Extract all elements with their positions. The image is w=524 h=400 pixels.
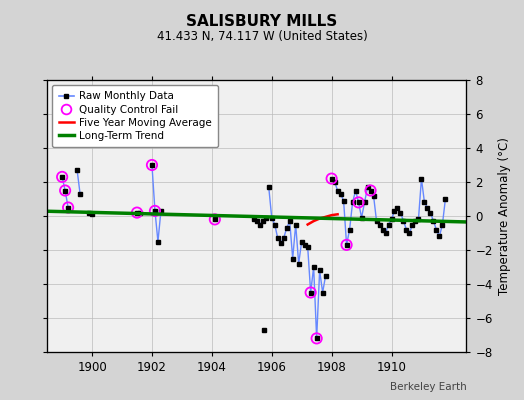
Text: SALISBURY MILLS: SALISBURY MILLS <box>187 14 337 29</box>
Legend: Raw Monthly Data, Quality Control Fail, Five Year Moving Average, Long-Term Tren: Raw Monthly Data, Quality Control Fail, … <box>52 85 219 147</box>
Text: Berkeley Earth: Berkeley Earth <box>390 382 466 392</box>
Point <box>151 208 159 214</box>
Point <box>342 242 351 248</box>
Point <box>64 204 72 211</box>
Point <box>133 210 141 216</box>
Point <box>211 216 219 222</box>
Point <box>307 289 315 296</box>
Point <box>366 187 375 194</box>
Point <box>328 175 336 182</box>
Point <box>58 174 67 180</box>
Point <box>148 162 156 168</box>
Point <box>312 335 321 342</box>
Y-axis label: Temperature Anomaly (°C): Temperature Anomaly (°C) <box>498 137 511 295</box>
Text: 41.433 N, 74.117 W (United States): 41.433 N, 74.117 W (United States) <box>157 30 367 43</box>
Point <box>61 187 69 194</box>
Point <box>354 199 363 206</box>
